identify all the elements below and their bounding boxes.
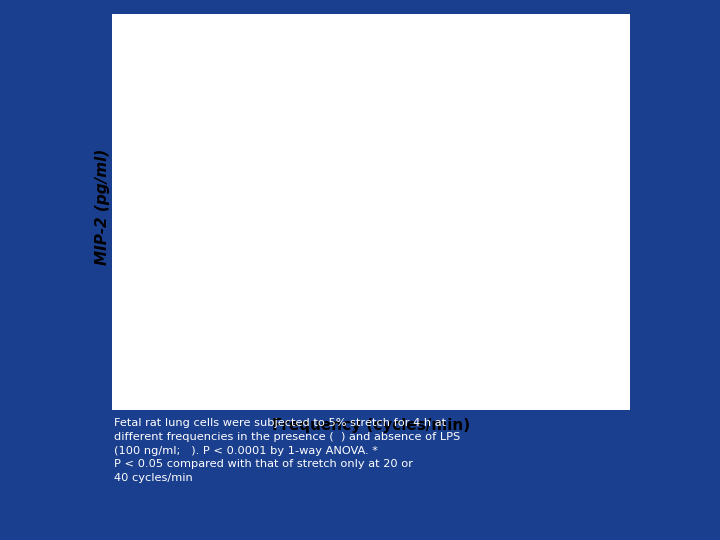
Text: Fetal rat lung cells were subjected to 5% stretch for 4 h at
different frequenci: Fetal rat lung cells were subjected to 5… — [114, 418, 460, 483]
Text: *: * — [320, 83, 335, 110]
Y-axis label: MIP-2 (pg/ml): MIP-2 (pg/ml) — [95, 148, 109, 265]
X-axis label: Frequency (cycles/min): Frequency (cycles/min) — [271, 418, 470, 433]
Text: *: * — [493, 87, 508, 114]
